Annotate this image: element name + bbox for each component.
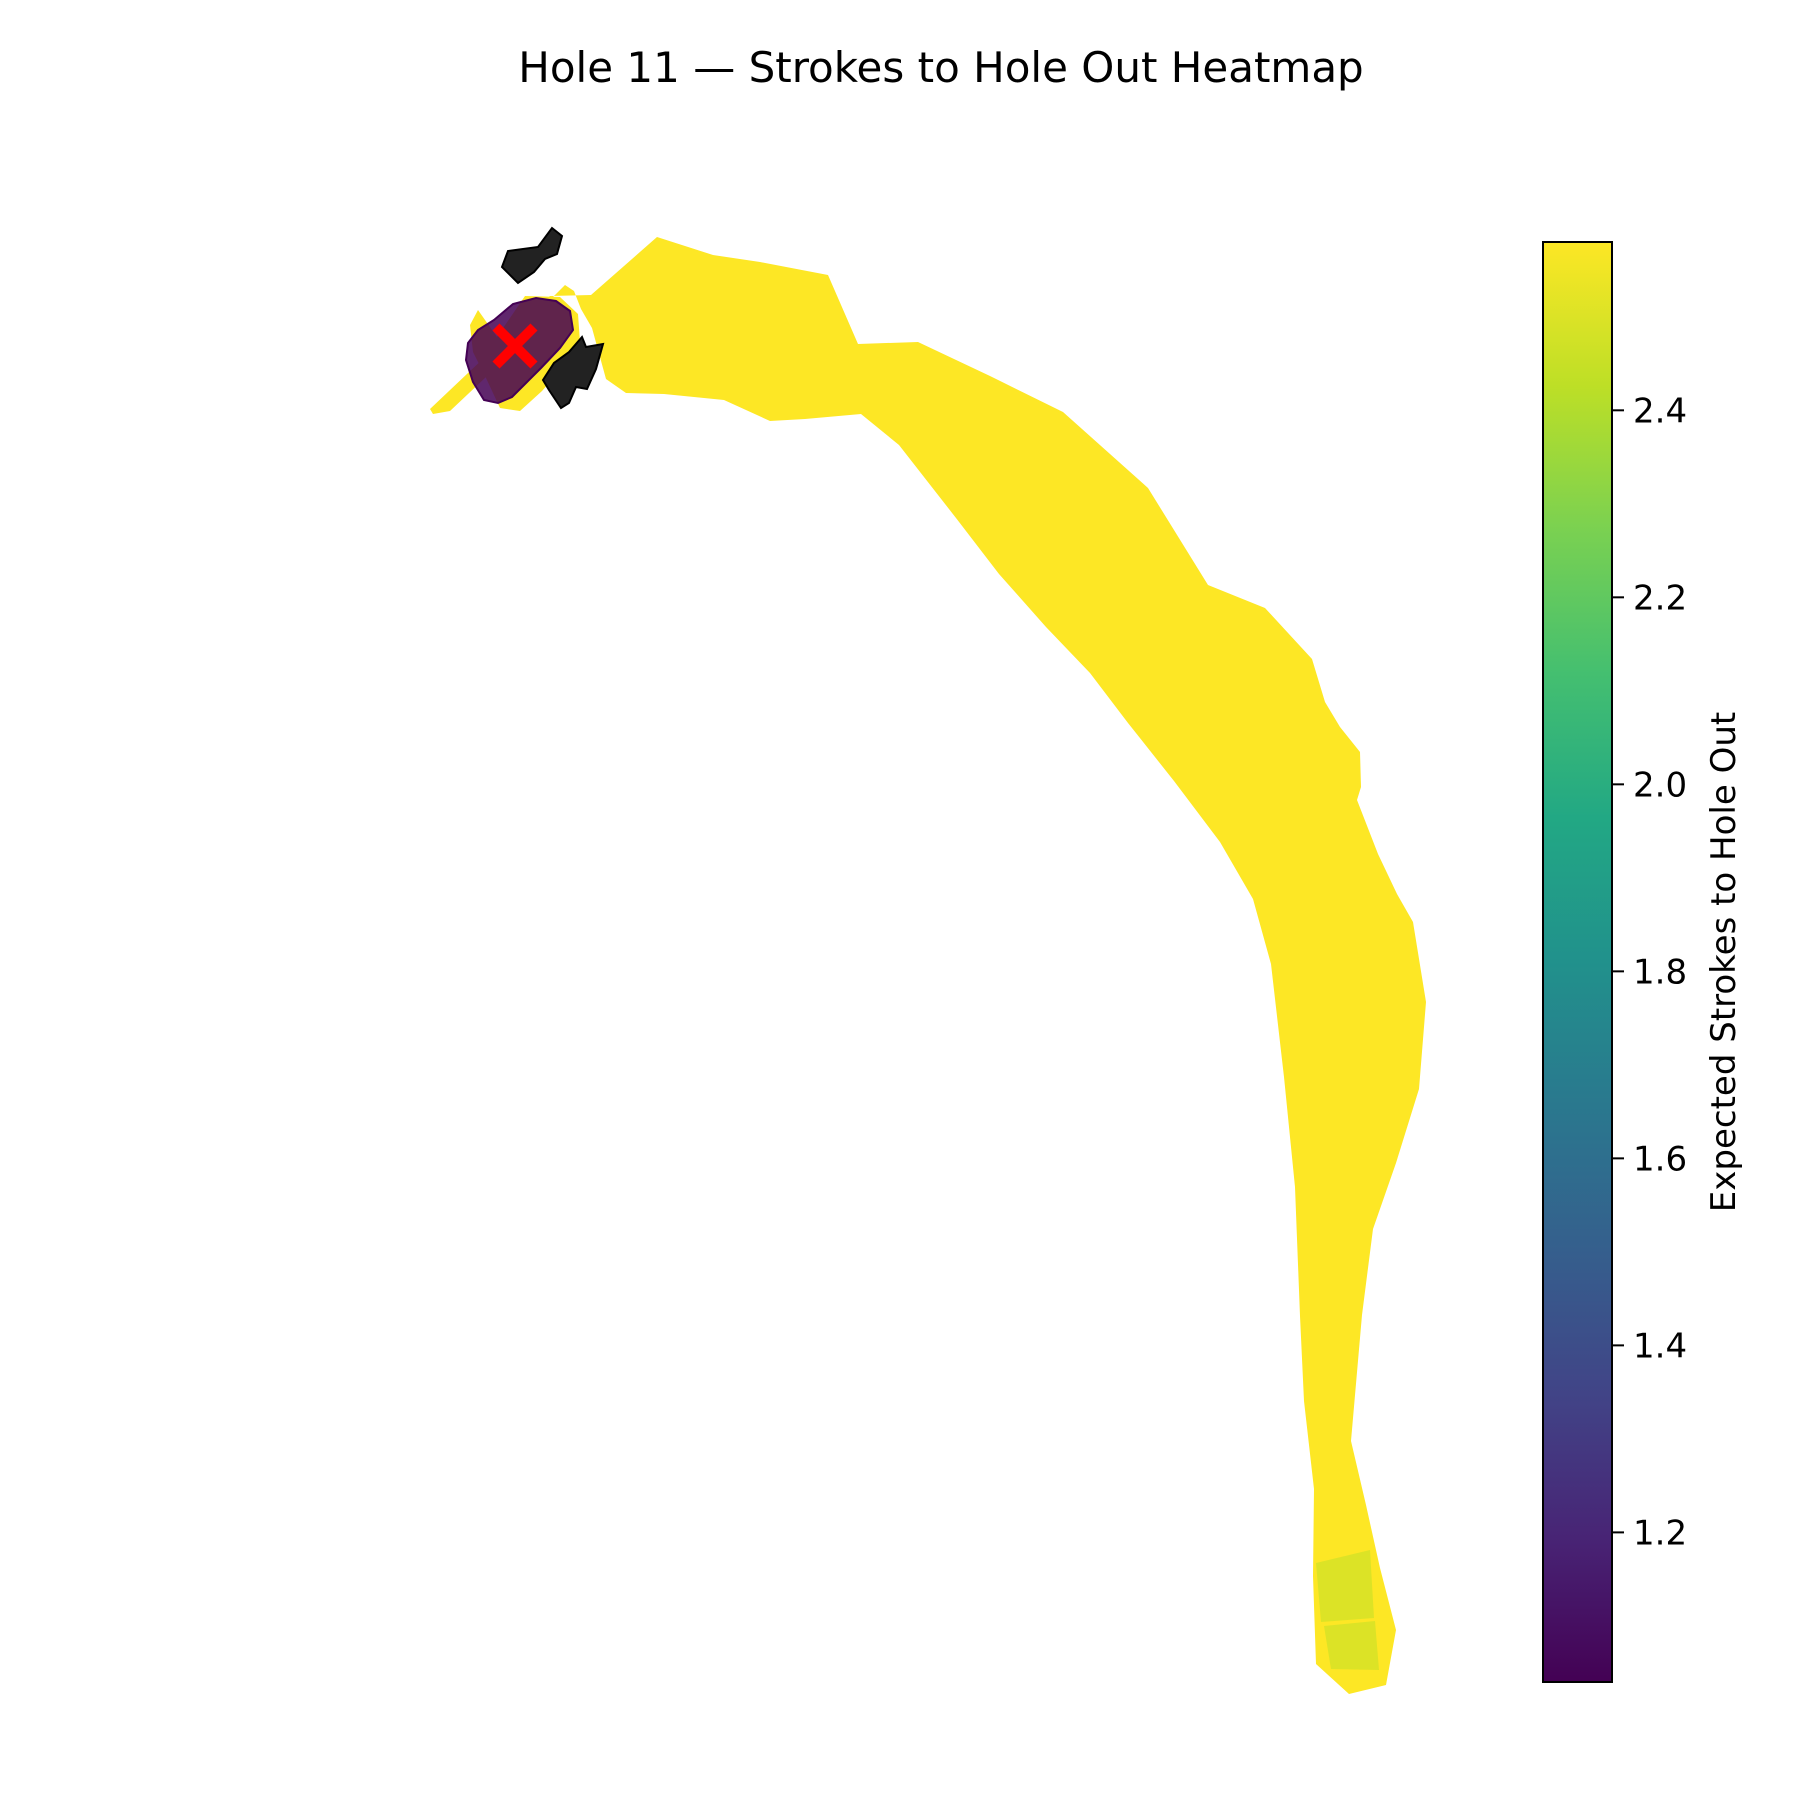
colorbar-tick-label: 1.6 bbox=[1633, 1139, 1687, 1179]
colorbar-label: Expected Strokes to Hole Out bbox=[1704, 712, 1744, 1212]
colorbar-tick-label: 2.0 bbox=[1633, 765, 1687, 805]
colorbar-tick-label: 1.4 bbox=[1633, 1326, 1687, 1366]
bunker-upper bbox=[500, 226, 564, 285]
hole-map bbox=[430, 226, 1426, 1694]
tee-box-lower bbox=[1324, 1621, 1379, 1670]
fairway-region bbox=[430, 237, 1426, 1694]
colorbar: 1.2 1.4 1.6 1.8 2.0 2.2 2.4 Expected Strokes t… bbox=[1542, 241, 1744, 1683]
pin-marker bbox=[492, 323, 538, 369]
chart-title: Hole 11 — Strokes to Hole Out Heatmap bbox=[518, 43, 1363, 92]
colorbar-gradient bbox=[1542, 241, 1613, 1683]
tee-box-upper bbox=[1316, 1550, 1374, 1622]
colorbar-tick-label: 1.8 bbox=[1633, 952, 1687, 992]
colorbar-tick-label: 2.2 bbox=[1633, 578, 1687, 618]
bunker-lower bbox=[541, 335, 605, 410]
colorbar-ticks: 1.2 1.4 1.6 1.8 2.0 2.2 2.4 bbox=[1612, 391, 1687, 1553]
colorbar-tick-label: 2.4 bbox=[1633, 391, 1687, 431]
colorbar-tick-label: 1.2 bbox=[1633, 1513, 1687, 1553]
